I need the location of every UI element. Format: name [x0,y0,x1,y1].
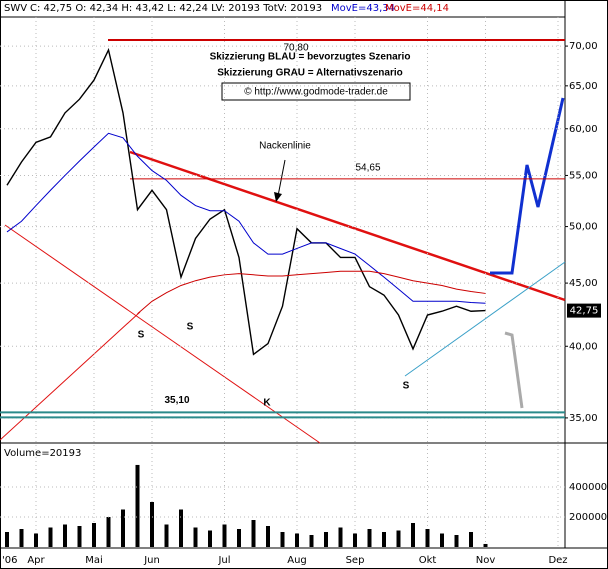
volume-bar [222,524,227,547]
annotation: Skizzierung GRAU = Alternativszenario [217,68,403,79]
header-values: C: 42,75 O: 42,34 H: 43,42 L: 42,24 LV: … [30,3,322,14]
y-tick-label: 35,00 [569,413,598,424]
volume-bar [367,529,372,547]
y-tick-label: 70,00 [569,41,598,52]
volume-bar [92,523,96,547]
x-tick-label: Mai [85,555,103,566]
annotation: K [263,398,271,409]
volume-bar [396,530,401,547]
series-line [137,270,486,315]
support-line [404,261,566,377]
volume-bar [309,535,314,547]
neckline [129,150,566,302]
volume-bar [469,532,473,547]
y-tick-label: 200000 [569,512,607,523]
level-label: 35,10 [164,395,189,406]
volume-bar [121,509,125,547]
y-tick-label: 65,00 [569,81,598,92]
y-tick-label: 40,00 [569,341,598,352]
y-tick-label: 60,00 [569,124,598,135]
volume-bar [150,502,154,547]
volume-title: Volume=20193 [4,448,81,459]
annotation: S [138,330,145,341]
scenario-gray [504,331,524,409]
volume-bar [193,527,198,547]
volume-bar [135,464,140,547]
x-tick-label: Apr [27,555,45,566]
volume-bar [280,532,285,547]
volume-bar [208,530,212,547]
volume-bar [338,527,343,547]
arrow [277,159,286,197]
y-tick-label: 55,00 [569,170,598,181]
volume-bar [5,532,9,547]
volume-bar [19,529,24,547]
volume-bar [164,524,169,547]
copyright-box [221,82,411,101]
volume-bar [324,532,328,547]
series-line [6,132,486,304]
drawings [0,82,566,444]
y-tick-label: 45,00 [569,278,598,289]
price-tag-label: 42,75 [570,306,599,317]
annotation: Nackenlinie [259,141,311,152]
volume-bar [353,533,357,547]
y-tick-label: 50,00 [569,222,598,233]
x-tick-label: Okt [419,555,437,566]
volume-bar [266,526,270,547]
volume-bar [34,533,38,547]
header-ma-blue: MovE=43,34 [331,3,395,14]
y-tick-label: 400000 [569,482,607,493]
volume-bar [454,535,459,547]
annotation: © http://www.godmode-trader.de [244,87,388,98]
annotation: Skizzierung BLAU = bevorzugtes Szenario [210,52,411,63]
volume-bar [251,520,256,547]
level-label: 70,80 [283,43,308,54]
x-tick-label: '06 [2,555,17,566]
volume-bar [425,529,430,547]
arrow-head [274,192,282,202]
volume-bar [48,527,53,547]
x-tick-label: Dez [548,555,567,566]
annotation: S [187,322,194,333]
x-tick-label: Jun [143,555,160,566]
series-line [6,47,486,356]
price-tag [567,303,601,318]
trendline [4,224,321,444]
x-tick-label: Aug [287,555,307,566]
scenario-blue [490,97,565,275]
trendline [0,311,141,441]
volume-bar [411,523,415,547]
x-tick-label: Sep [346,555,365,566]
level-label: 54,65 [355,163,380,174]
volume-bar [106,517,111,547]
volume-bar [382,532,386,547]
volume-bar [237,529,241,547]
volume-bar [295,533,299,547]
volume-bar [63,524,67,547]
header-ma-red: MovE=44,14 [385,3,449,14]
x-tick-label: Nov [476,555,496,566]
x-tick-label: Jul [217,555,230,566]
volume-bar [483,543,488,547]
annotation: S [403,381,410,392]
volume-bar [179,509,183,547]
header-symbol: SWV [4,3,27,14]
volume-bar [440,533,444,547]
volume-bar [77,526,82,547]
